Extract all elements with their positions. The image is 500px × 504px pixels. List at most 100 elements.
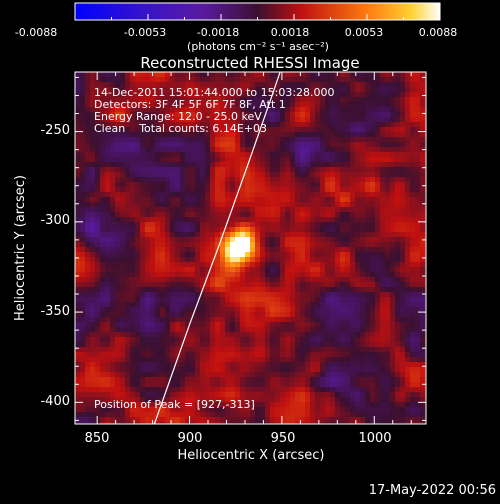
heatmap-cell bbox=[315, 122, 320, 127]
heatmap-cell bbox=[320, 117, 325, 122]
heatmap-cell bbox=[270, 367, 275, 372]
heatmap-cell bbox=[300, 322, 305, 327]
heatmap-cell bbox=[115, 297, 120, 302]
heatmap-cell bbox=[195, 162, 200, 167]
heatmap-cell bbox=[390, 172, 395, 177]
heatmap-cell bbox=[360, 377, 365, 382]
heatmap-cell bbox=[90, 182, 95, 187]
heatmap-cell bbox=[230, 312, 235, 317]
heatmap-cell bbox=[370, 142, 375, 147]
heatmap-cell bbox=[105, 227, 110, 232]
heatmap-cell bbox=[115, 77, 120, 82]
heatmap-cell bbox=[180, 227, 185, 232]
heatmap-cell bbox=[95, 392, 100, 397]
heatmap-cell bbox=[190, 172, 195, 177]
heatmap-cell bbox=[320, 312, 325, 317]
heatmap-cell bbox=[165, 367, 170, 372]
heatmap-cell bbox=[290, 332, 295, 337]
heatmap-cell bbox=[125, 197, 130, 202]
heatmap-cell bbox=[380, 107, 385, 112]
heatmap-cell bbox=[265, 222, 270, 227]
heatmap-cell bbox=[100, 157, 105, 162]
heatmap-cell bbox=[235, 417, 240, 422]
heatmap-cell bbox=[250, 187, 255, 192]
heatmap-cell bbox=[325, 222, 330, 227]
heatmap-cell bbox=[190, 237, 195, 242]
heatmap-cell bbox=[230, 142, 235, 147]
heatmap-cell bbox=[340, 147, 345, 152]
heatmap-cell bbox=[135, 352, 140, 357]
heatmap-cell bbox=[420, 297, 425, 302]
heatmap-cell bbox=[190, 182, 195, 187]
heatmap-cell bbox=[385, 382, 390, 387]
heatmap-cell bbox=[235, 262, 240, 267]
heatmap-cell bbox=[190, 267, 195, 272]
heatmap-cell bbox=[370, 137, 375, 142]
heatmap-cell bbox=[90, 72, 95, 77]
heatmap-cell bbox=[130, 262, 135, 267]
heatmap-cell bbox=[225, 312, 230, 317]
heatmap-cell bbox=[270, 382, 275, 387]
heatmap-cell bbox=[135, 232, 140, 237]
heatmap-cell bbox=[400, 137, 405, 142]
heatmap-cell bbox=[155, 297, 160, 302]
heatmap-cell bbox=[290, 177, 295, 182]
heatmap-cell bbox=[365, 397, 370, 402]
heatmap-cell bbox=[355, 317, 360, 322]
heatmap-cell bbox=[185, 247, 190, 252]
heatmap-cell bbox=[300, 187, 305, 192]
heatmap-cell bbox=[240, 312, 245, 317]
heatmap-cell bbox=[285, 327, 290, 332]
heatmap-cell bbox=[365, 287, 370, 292]
heatmap-cell bbox=[305, 412, 310, 417]
heatmap-cell bbox=[180, 317, 185, 322]
heatmap-cell bbox=[355, 77, 360, 82]
heatmap-cell bbox=[225, 142, 230, 147]
heatmap-cell bbox=[235, 357, 240, 362]
heatmap-cell bbox=[180, 377, 185, 382]
heatmap-cell bbox=[290, 142, 295, 147]
heatmap-cell bbox=[95, 267, 100, 272]
heatmap-cell bbox=[360, 207, 365, 212]
heatmap-cell bbox=[295, 272, 300, 277]
heatmap-cell bbox=[270, 407, 275, 412]
heatmap-cell bbox=[110, 137, 115, 142]
heatmap-cell bbox=[95, 242, 100, 247]
heatmap-cell bbox=[230, 302, 235, 307]
heatmap-cell bbox=[325, 357, 330, 362]
heatmap-cell bbox=[250, 272, 255, 277]
heatmap-cell bbox=[300, 102, 305, 107]
heatmap-cell bbox=[115, 252, 120, 257]
heatmap-cell bbox=[195, 377, 200, 382]
heatmap-cell bbox=[85, 422, 90, 427]
heatmap-cell bbox=[375, 112, 380, 117]
heatmap-cell bbox=[190, 297, 195, 302]
heatmap-cell bbox=[340, 102, 345, 107]
heatmap-cell bbox=[115, 392, 120, 397]
heatmap-cell bbox=[355, 337, 360, 342]
heatmap-cell bbox=[225, 417, 230, 422]
heatmap-cell bbox=[220, 272, 225, 277]
heatmap-cell bbox=[135, 347, 140, 352]
heatmap-cell bbox=[390, 327, 395, 332]
heatmap-cell bbox=[140, 197, 145, 202]
heatmap-cell bbox=[335, 212, 340, 217]
heatmap-cell bbox=[180, 77, 185, 82]
heatmap-cell bbox=[365, 252, 370, 257]
heatmap-cell bbox=[330, 77, 335, 82]
heatmap-cell bbox=[415, 272, 420, 277]
heatmap-cell bbox=[95, 332, 100, 337]
heatmap-cell bbox=[80, 322, 85, 327]
heatmap-cell bbox=[330, 167, 335, 172]
heatmap-cell bbox=[390, 232, 395, 237]
heatmap-cell bbox=[150, 372, 155, 377]
heatmap-cell bbox=[295, 372, 300, 377]
heatmap-cell bbox=[80, 297, 85, 302]
heatmap-cell bbox=[345, 357, 350, 362]
heatmap-cell bbox=[200, 182, 205, 187]
heatmap-cell bbox=[375, 192, 380, 197]
heatmap-cell bbox=[185, 307, 190, 312]
heatmap-cell bbox=[335, 162, 340, 167]
heatmap-cell bbox=[255, 77, 260, 82]
heatmap-cell bbox=[200, 307, 205, 312]
